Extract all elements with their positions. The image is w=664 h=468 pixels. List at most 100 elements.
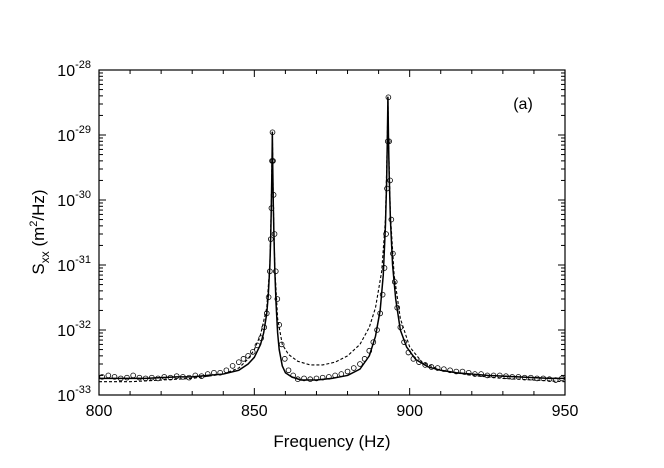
data-point-marker: [161, 374, 168, 380]
y-tick-label-base: 10: [57, 193, 75, 210]
y-tick-label-exponent: -29: [75, 124, 91, 136]
data-point-marker: [387, 177, 393, 184]
data-point-marker: [490, 372, 497, 379]
y-tick-label-exponent: -28: [75, 59, 91, 71]
data-point-marker: [478, 371, 484, 377]
data-point-marker: [272, 268, 279, 275]
y-axis-label-units-superscript: 2: [28, 221, 40, 227]
y-tick-label-exponent: -32: [75, 319, 91, 331]
data-point-marker: [515, 374, 522, 380]
y-axis-label: Sxx (m2/Hz): [28, 189, 52, 274]
data-point-marker: [149, 374, 155, 381]
data-point-marker: [198, 373, 205, 379]
data-point-marker: [484, 372, 491, 379]
data-point-marker: [290, 372, 296, 379]
data-point-marker: [245, 353, 251, 359]
data-point-marker: [428, 364, 435, 370]
data-point-marker: [441, 366, 447, 372]
data-point-marker: [269, 129, 276, 136]
data-point-marker: [472, 371, 478, 377]
data-point-marker: [422, 362, 429, 368]
data-point-marker: [173, 373, 180, 379]
data-point-marker: [319, 374, 326, 381]
data-point-marker: [388, 216, 395, 223]
data-point-marker: [540, 375, 547, 382]
data-point-marker: [229, 363, 236, 369]
data-point-marker: [204, 371, 211, 377]
data-point-marker: [521, 374, 528, 381]
plot-series-group: [99, 94, 566, 383]
data-point-marker: [384, 185, 390, 192]
y-axis-label-units-suffix: /Hz): [29, 189, 48, 220]
panel-label: (a): [513, 96, 533, 113]
data-point-marker: [142, 375, 149, 382]
y-tick-label-base: 10: [57, 128, 75, 145]
y-tick-label-base: 10: [57, 388, 75, 405]
data-point-marker: [434, 365, 441, 371]
y-tick-label-base: 10: [57, 258, 75, 275]
y-axis-label-base: S: [29, 263, 48, 274]
data-point-marker: [383, 231, 389, 237]
x-axis-label: Frequency (Hz): [273, 432, 390, 451]
data-point-marker: [390, 250, 396, 257]
data-point-marker: [465, 369, 472, 376]
data-point-marker: [249, 349, 256, 355]
y-tick-label: 10-30: [57, 189, 91, 210]
y-axis-label-units-prefix: (m: [29, 227, 48, 252]
y-tick-label: 10-32: [57, 319, 91, 340]
x-tick-labels-group: 800 850 900 950: [86, 403, 579, 420]
data-point-marker: [385, 94, 392, 101]
data-point-marker: [285, 367, 292, 374]
dashed-fit-line: [99, 96, 566, 383]
tick-marks-group: [98, 69, 566, 396]
data-point-marker: [276, 322, 282, 328]
data-point-marker: [559, 375, 565, 382]
data-point-marker: [111, 374, 118, 380]
data-point-marker: [381, 265, 388, 271]
data-point-marker: [167, 374, 174, 381]
data-point-marker: [405, 349, 412, 356]
data-point-marker: [401, 339, 407, 345]
data-point-marker: [386, 138, 392, 145]
data-point-marker: [268, 205, 275, 211]
y-tick-label: 10-29: [57, 124, 91, 145]
data-point-marker: [528, 374, 534, 381]
data-point-marker: [357, 361, 363, 367]
y-tick-label-base: 10: [57, 63, 75, 80]
data-point-marker: [313, 375, 320, 382]
data-point-marker: [261, 324, 268, 331]
data-point-marker: [509, 374, 515, 380]
data-point-marker: [274, 296, 281, 302]
data-point-marker: [271, 231, 278, 237]
data-point-marker: [295, 376, 301, 383]
data-point-marker: [270, 192, 277, 198]
data-point-marker: [130, 372, 136, 379]
solid-fit-line: [99, 96, 565, 381]
x-tick-label: 900: [396, 403, 423, 420]
data-point-marker: [394, 304, 401, 311]
data-point-marker: [332, 372, 338, 379]
data-point-marker: [270, 158, 276, 164]
data-point-marker: [391, 279, 398, 285]
data-point-marker: [366, 347, 373, 354]
data-point-marker: [236, 359, 242, 365]
y-tick-label: 10-33: [57, 384, 91, 405]
data-point-marker: [186, 374, 192, 381]
data-point-marker: [326, 374, 332, 380]
data-point-marker: [136, 374, 143, 381]
y-tick-label-exponent: -30: [75, 189, 91, 201]
data-point-marker: [217, 369, 223, 376]
data-point-marker: [496, 372, 503, 379]
data-point-marker: [416, 359, 422, 365]
data-point-marker: [192, 372, 199, 379]
data-point-marker: [263, 310, 270, 317]
data-point-marker: [350, 365, 357, 371]
data-point-marker: [254, 342, 261, 349]
data-point-marker: [223, 367, 230, 374]
data-point-marker: [281, 356, 288, 362]
data-point-marker: [361, 356, 368, 362]
data-point-marker: [338, 371, 345, 377]
data-point-marker: [265, 294, 272, 300]
y-tick-label-exponent: -31: [75, 254, 91, 266]
